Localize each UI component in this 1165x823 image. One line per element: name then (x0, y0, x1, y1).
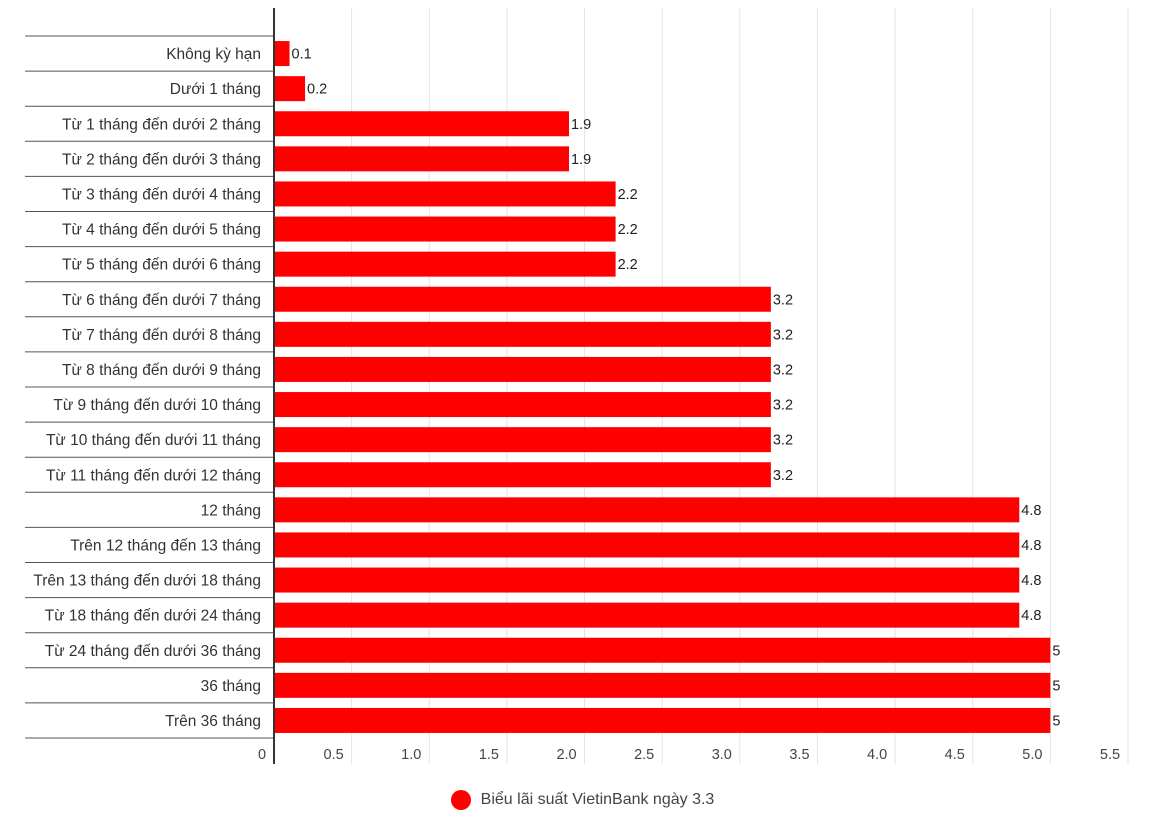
category-label: Từ 10 tháng đến dưới 11 tháng (46, 432, 261, 449)
value-label: 0.1 (292, 47, 312, 63)
value-label: 2.2 (618, 187, 638, 203)
value-label: 0.2 (307, 82, 327, 98)
bar (274, 216, 616, 242)
bar (274, 41, 290, 67)
category-label: Dưới 1 tháng (170, 81, 261, 98)
x-tick-label: 2.0 (556, 747, 576, 763)
category-label: Từ 4 tháng đến dưới 5 tháng (62, 222, 261, 239)
category-label: Từ 2 tháng đến dưới 3 tháng (62, 151, 261, 168)
value-label: 3.2 (773, 362, 793, 378)
value-label: 5 (1052, 713, 1060, 729)
x-tick-label: 4.5 (945, 747, 965, 763)
bar (274, 111, 570, 137)
value-label: 4.8 (1021, 503, 1041, 519)
bar (274, 251, 616, 277)
value-label: 3.2 (773, 433, 793, 449)
value-label: 2.2 (618, 222, 638, 238)
x-tick-label: 4.0 (867, 747, 887, 763)
value-label: 3.2 (773, 292, 793, 308)
x-tick-label: 3.5 (789, 747, 809, 763)
value-label: 5 (1052, 678, 1060, 694)
category-label: 36 tháng (201, 678, 261, 695)
category-label: Trên 13 tháng đến dưới 18 tháng (33, 573, 261, 590)
value-label: 5 (1052, 643, 1060, 659)
legend-label: Biểu lãi suất VietinBank ngày 3.3 (480, 791, 715, 808)
value-label: 4.8 (1021, 608, 1041, 624)
bar (274, 356, 771, 382)
category-label: Từ 24 tháng đến dưới 36 tháng (45, 643, 261, 660)
category-label: Từ 9 tháng đến dưới 10 tháng (53, 397, 261, 414)
category-label: Từ 11 tháng đến dưới 12 tháng (46, 467, 261, 484)
value-label: 3.2 (773, 468, 793, 484)
category-label: Trên 36 tháng (165, 713, 261, 730)
value-label: 2.2 (618, 257, 638, 273)
bar (274, 567, 1020, 593)
value-label: 4.8 (1021, 538, 1041, 554)
x-tick-label: 0 (258, 747, 266, 763)
x-tick-label: 1.5 (479, 747, 499, 763)
value-label: 1.9 (571, 117, 591, 133)
category-label: Từ 3 tháng đến dưới 4 tháng (62, 186, 261, 203)
bar (274, 532, 1020, 558)
bar (274, 321, 771, 347)
category-label: Từ 5 tháng đến dưới 6 tháng (62, 257, 261, 274)
category-label: 12 tháng (201, 502, 261, 519)
bar (274, 637, 1051, 663)
legend-marker-icon (450, 790, 471, 810)
category-label: Không kỳ hạn (166, 46, 261, 63)
category-label: Từ 1 tháng đến dưới 2 tháng (62, 116, 261, 133)
value-label: 3.2 (773, 327, 793, 343)
bar (274, 497, 1020, 523)
category-label: Từ 6 tháng đến dưới 7 tháng (62, 292, 261, 309)
category-label: Từ 8 tháng đến dưới 9 tháng (62, 362, 261, 379)
x-tick-label: 5.5 (1100, 747, 1120, 763)
legend: Biểu lãi suất VietinBank ngày 3.3 (0, 790, 1165, 810)
x-tick-label: 2.5 (634, 747, 654, 763)
value-label: 1.9 (571, 152, 591, 168)
bar (274, 462, 771, 488)
x-tick-label: 3.0 (712, 747, 732, 763)
category-label: Từ 18 tháng đến dưới 24 tháng (45, 608, 261, 625)
bar (274, 707, 1051, 733)
bar (274, 146, 570, 172)
category-label: Trên 12 tháng đến 13 tháng (70, 537, 261, 554)
x-tick-label: 1.0 (401, 747, 421, 763)
x-tick-label: 5.0 (1022, 747, 1042, 763)
bar (274, 181, 616, 207)
category-label: Từ 7 tháng đến dưới 8 tháng (62, 327, 261, 344)
bar (274, 392, 771, 418)
bar (274, 427, 771, 453)
bar (274, 672, 1051, 698)
bar (274, 76, 306, 102)
bar (274, 602, 1020, 628)
value-label: 3.2 (773, 398, 793, 414)
bar (274, 286, 771, 312)
x-tick-label: 0.5 (324, 747, 344, 763)
value-label: 4.8 (1021, 573, 1041, 589)
